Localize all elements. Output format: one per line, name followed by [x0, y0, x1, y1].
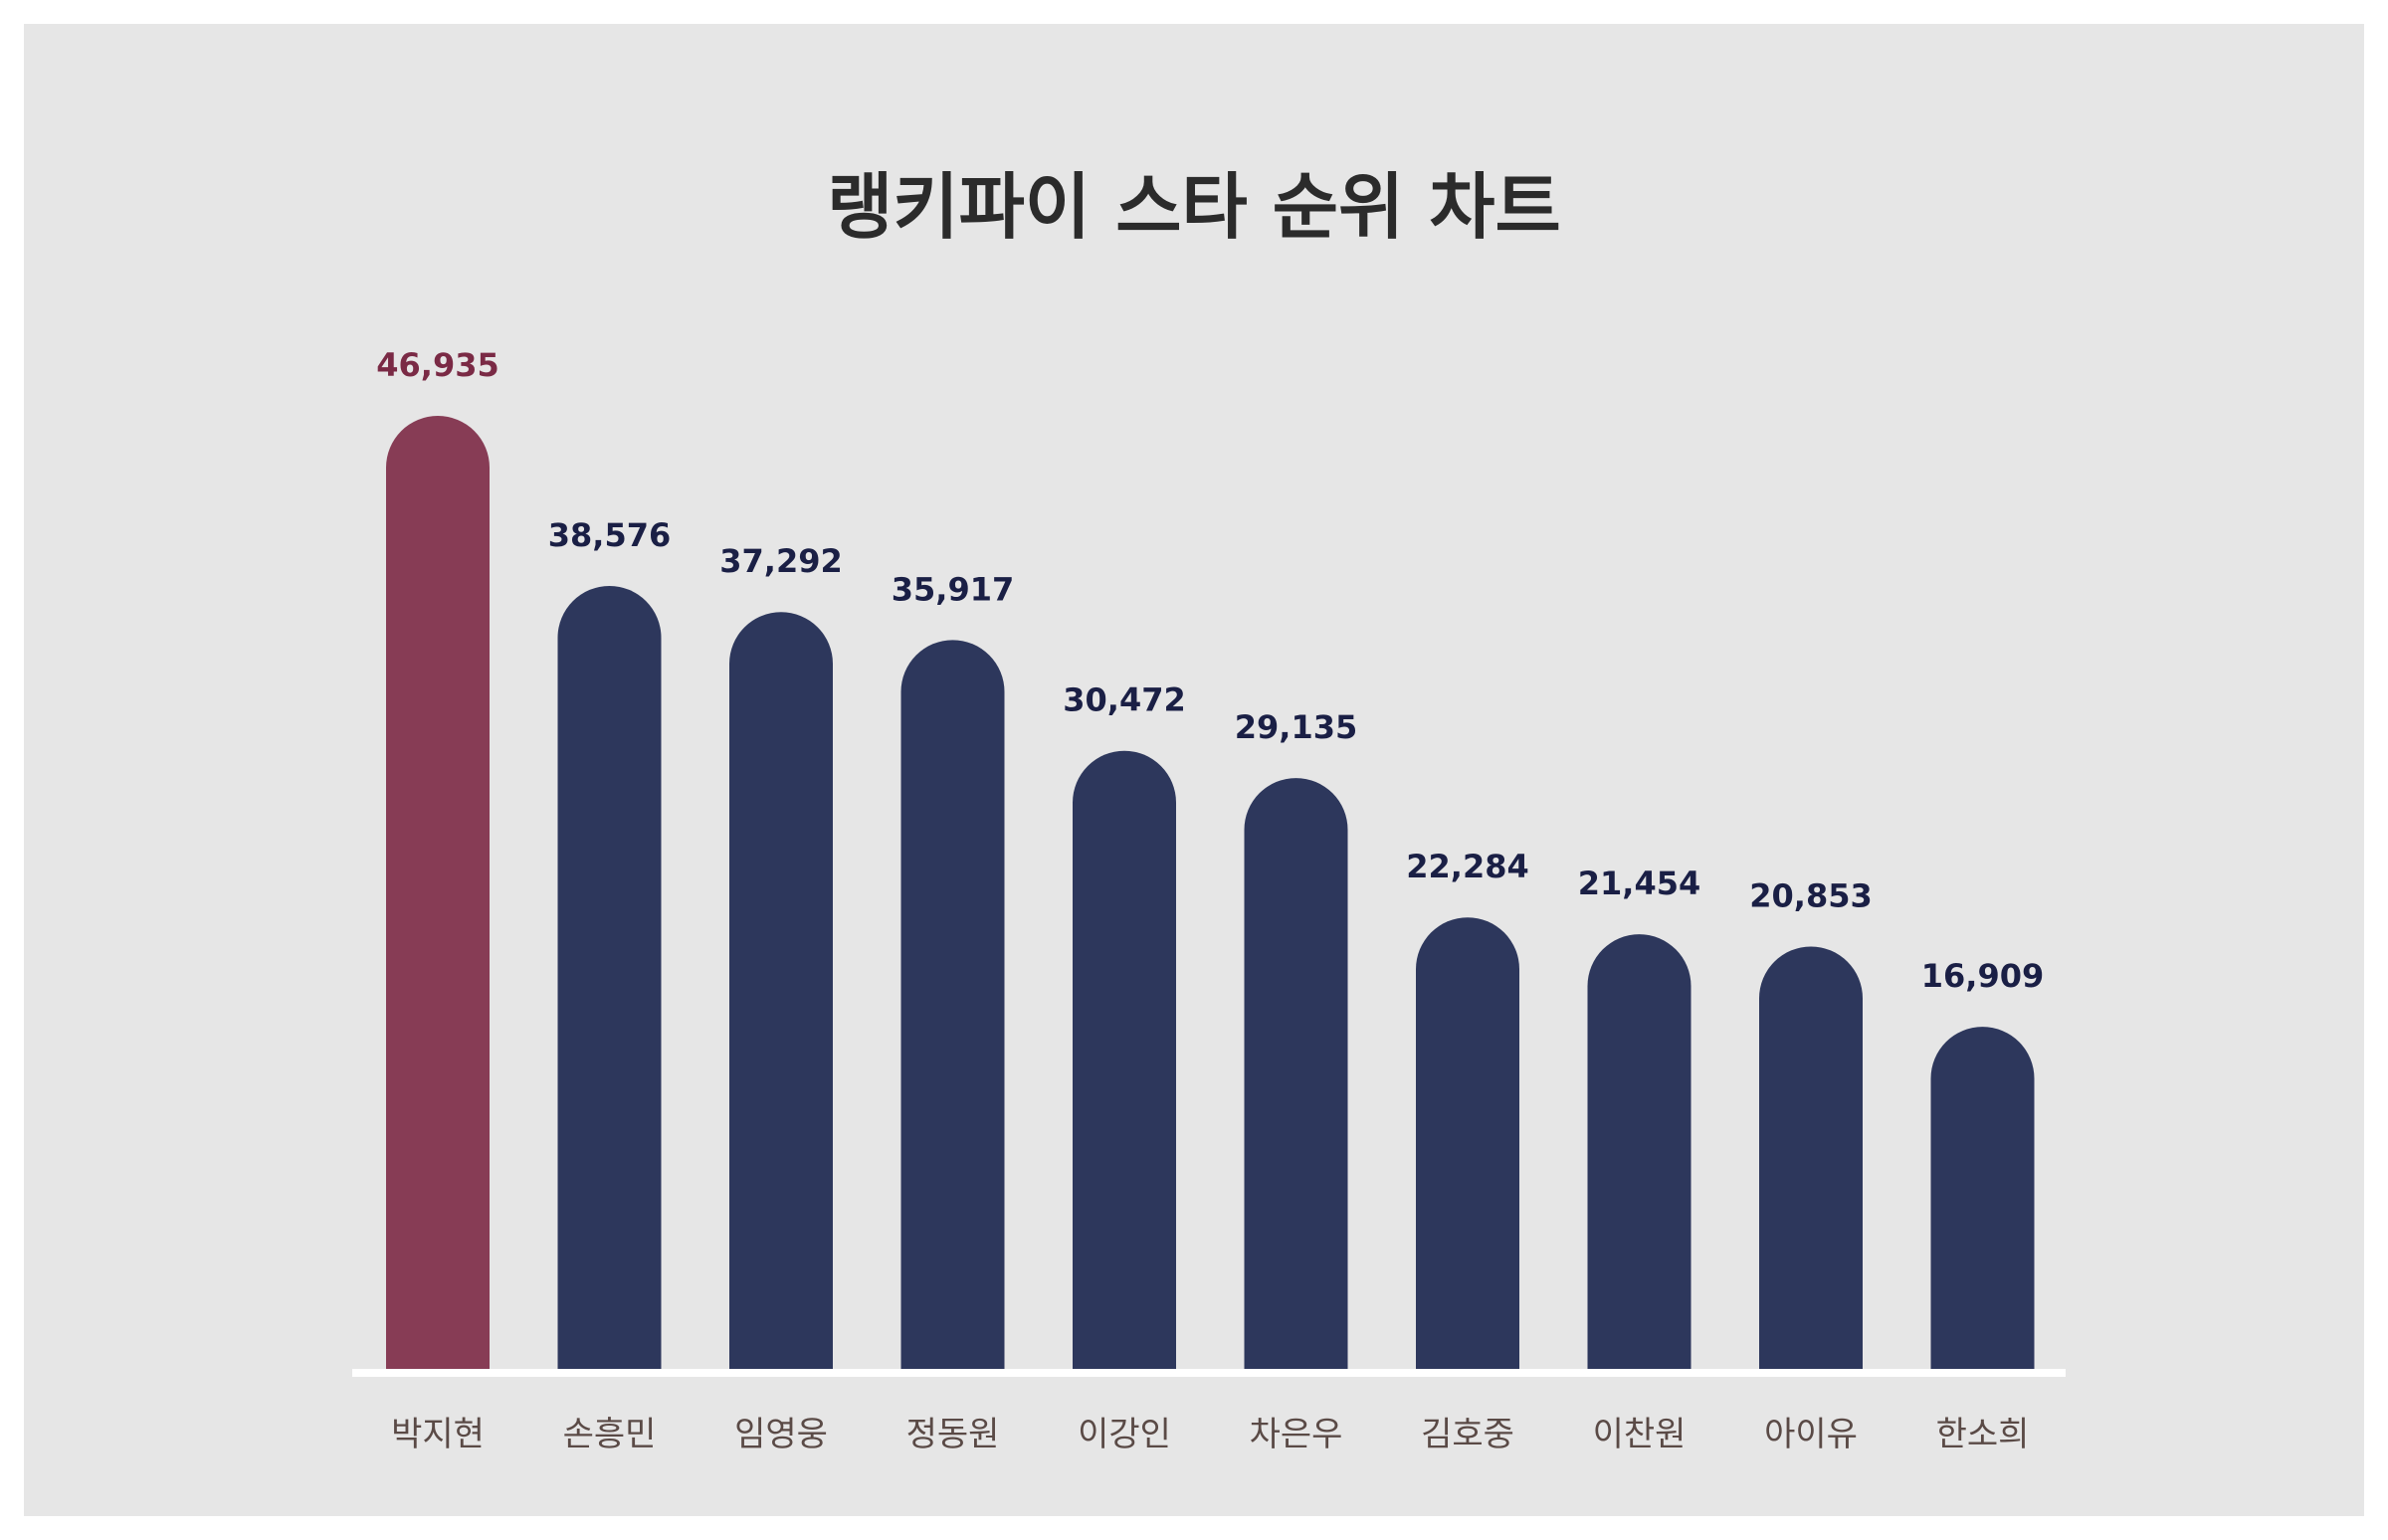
bar-8: [1587, 934, 1692, 1371]
value-label-9: 20,853: [1749, 876, 1872, 914]
bar-6: [1244, 778, 1348, 1371]
value-label-7: 22,284: [1406, 848, 1528, 885]
value-label-10: 16,909: [1921, 957, 2044, 995]
value-label-2: 38,576: [548, 516, 671, 554]
category-label-6: 차은우: [1250, 1415, 1343, 1454]
category-label-1: 박지현: [391, 1415, 485, 1454]
value-label-5: 30,472: [1063, 681, 1185, 719]
category-label-8: 이찬원: [1593, 1415, 1687, 1454]
bar-2: [557, 585, 662, 1371]
category-label-4: 정동원: [906, 1415, 1000, 1454]
value-label-4: 35,917: [892, 570, 1014, 608]
value-label-6: 29,135: [1235, 708, 1357, 746]
value-labels-group: 46,935 38,576 37,292 35,917 30,472 29,135 22,2…: [376, 346, 2044, 995]
category-label-2: 손흥민: [563, 1415, 657, 1454]
chart-title: 랭키파이 스타 순위 차트: [827, 165, 1561, 249]
category-label-10: 한소희: [1936, 1415, 2030, 1454]
bar-1: [386, 415, 490, 1371]
category-label-9: 아이유: [1764, 1415, 1858, 1454]
category-labels-group: 박지현 손흥민 임영웅 정동원 이강인 차은우 김호중 이찬원 아이유 한소희: [391, 1415, 2029, 1454]
value-label-8: 21,454: [1578, 865, 1700, 902]
bars-group: [386, 415, 2035, 1371]
bar-3: [729, 612, 833, 1371]
category-label-3: 임영웅: [734, 1415, 828, 1454]
bar-5: [1073, 750, 1176, 1371]
bar-10: [1930, 1027, 2035, 1371]
bar-7: [1416, 917, 1519, 1371]
bar-4: [900, 640, 1005, 1371]
value-label-3: 37,292: [719, 542, 842, 580]
bar-9: [1759, 946, 1863, 1371]
category-label-5: 이강인: [1078, 1415, 1171, 1454]
value-label-1: 46,935: [376, 346, 498, 384]
category-label-7: 김호중: [1421, 1415, 1514, 1454]
